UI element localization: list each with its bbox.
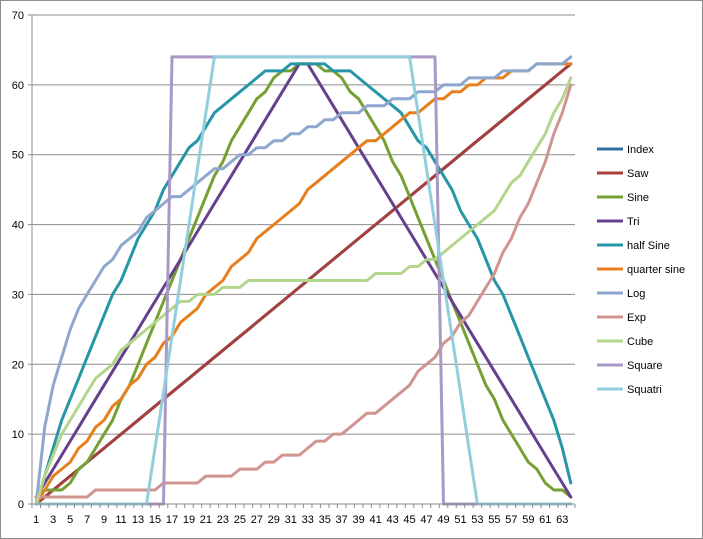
series-line-saw	[34, 62, 573, 506]
x-tick-label: 31	[285, 514, 297, 526]
x-tick-label: 37	[336, 514, 348, 526]
legend-label-cube: Cube	[627, 336, 653, 348]
legend: Index Saw Sine Tri half Sine quarter sine Log E…	[597, 144, 685, 396]
x-tick-label: 17	[166, 514, 178, 526]
x-tick-label: 25	[234, 514, 246, 526]
x-tick-label: 43	[386, 514, 398, 526]
x-tick-label: 5	[67, 514, 73, 526]
y-tick-label: 20	[12, 359, 24, 371]
series-line-log	[34, 55, 573, 506]
x-tick-label: 39	[353, 514, 365, 526]
x-tick-label: 61	[539, 514, 551, 526]
x-tick-label: 35	[319, 514, 331, 526]
y-tick-label: 30	[12, 289, 24, 301]
x-tick-label: 63	[556, 514, 568, 526]
x-tick-label: 33	[302, 514, 314, 526]
x-tick-label: 49	[437, 514, 449, 526]
x-tick-label: 3	[50, 514, 56, 526]
x-tick-label: 51	[454, 514, 466, 526]
legend-label-exp: Exp	[627, 312, 646, 324]
y-tick-label: 10	[12, 429, 24, 441]
legend-label-square: Square	[627, 360, 662, 372]
x-tick-label: 1	[33, 514, 39, 526]
legend-label-saw: Saw	[627, 168, 648, 180]
x-tick-label: 23	[217, 514, 229, 526]
legend-label-sine: Sine	[627, 192, 649, 204]
y-tick-label: 50	[12, 150, 24, 162]
series-line-cube	[34, 76, 573, 506]
x-tick-label: 29	[268, 514, 280, 526]
y-tick-label: 70	[12, 10, 24, 22]
legend-label-tri: Tri	[627, 216, 639, 228]
x-axis-tick-labels: 1 3 5 7 9 11 13 15 17 19 21 23 25 27 29 31 33 35 37 39 41 43 4…	[33, 514, 568, 526]
x-tick-label: 27	[251, 514, 263, 526]
legend-label-quarter-sine: quarter sine	[627, 264, 685, 276]
axes	[31, 15, 576, 508]
x-tick-label: 19	[183, 514, 195, 526]
x-tick-label: 13	[132, 514, 144, 526]
legend-label-half-sine: half Sine	[627, 240, 670, 252]
x-tick-label: 57	[505, 514, 517, 526]
y-tick-label: 40	[12, 220, 24, 232]
series-line-quarter-sine	[34, 62, 573, 506]
x-tick-label: 11	[115, 514, 126, 526]
x-tick-label: 41	[369, 514, 381, 526]
x-tick-label: 55	[488, 514, 500, 526]
x-tick-label: 45	[403, 514, 415, 526]
x-tick-label: 59	[522, 514, 534, 526]
x-tick-label: 15	[149, 514, 161, 526]
x-tick-label: 53	[471, 514, 483, 526]
legend-label-index: Index	[627, 144, 654, 156]
y-tick-label: 0	[18, 499, 24, 511]
legend-label-log: Log	[627, 288, 645, 300]
x-tick-label: 21	[200, 514, 212, 526]
series-line-half-sine	[34, 62, 573, 506]
x-tick-label: 7	[84, 514, 90, 526]
x-tick-label: 47	[420, 514, 432, 526]
y-axis-tick-labels: 0 10 20 30 40 50 60 70	[12, 10, 24, 511]
legend-label-squatri: Squatri	[627, 384, 662, 396]
y-tick-label: 60	[12, 80, 24, 92]
series-line-exp	[34, 83, 573, 499]
x-tick-label: 9	[101, 514, 107, 526]
